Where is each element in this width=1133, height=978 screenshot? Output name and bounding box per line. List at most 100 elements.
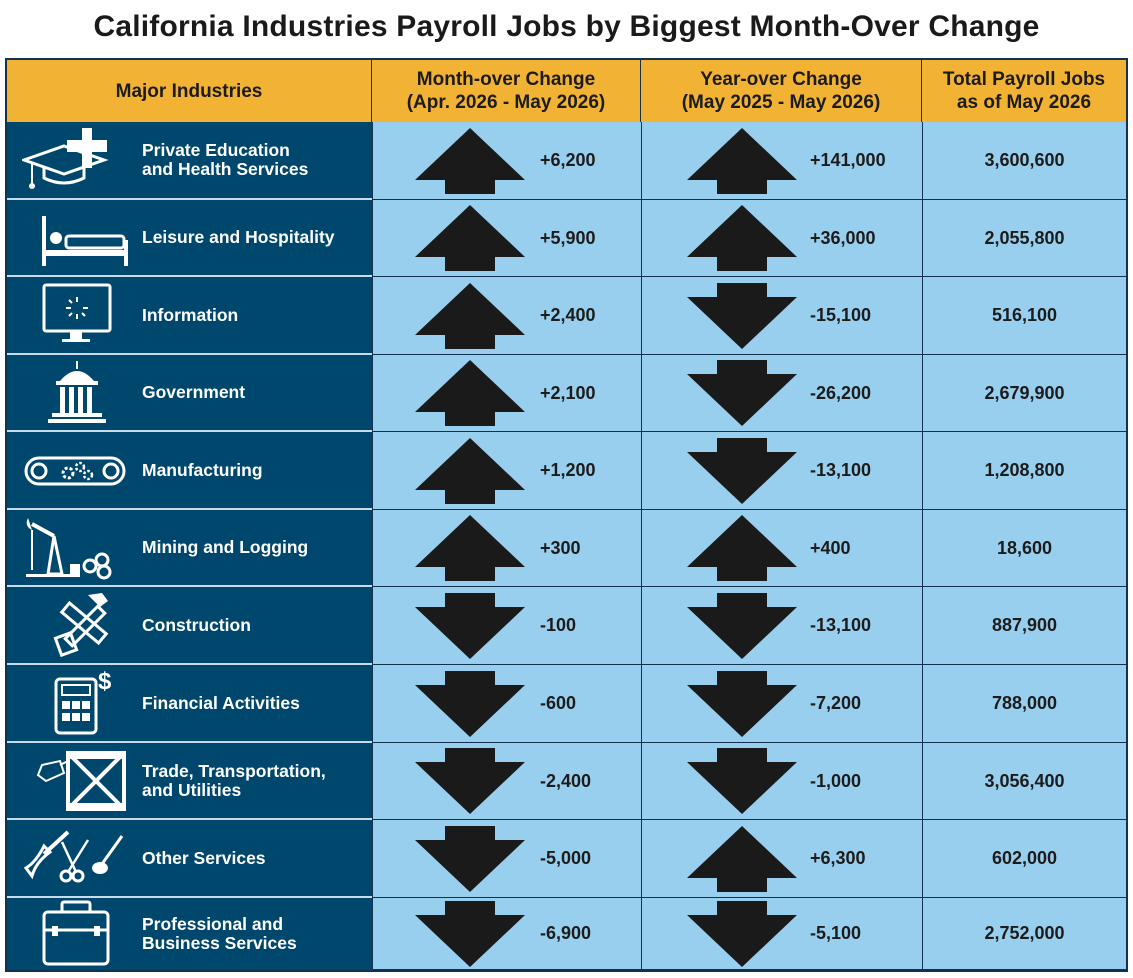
payroll-table: Major Industries Month-over Change (Apr.… bbox=[5, 58, 1128, 972]
industry-name-line1: Manufacturing bbox=[142, 459, 263, 480]
conveyor-gears-icon bbox=[22, 436, 128, 504]
capitol-icon bbox=[22, 359, 128, 427]
industry-label: Construction bbox=[142, 587, 367, 663]
year-over-change-value: -13,100 bbox=[810, 615, 872, 635]
industry-name-line2: and Health Services bbox=[142, 159, 309, 179]
month-over-change-cell: +5,900 bbox=[372, 200, 641, 277]
month-over-up-arrow-icon bbox=[415, 437, 525, 504]
education-health-icon bbox=[19, 126, 128, 194]
year-over-down-arrow-icon bbox=[687, 670, 797, 737]
hammer-saw-icon bbox=[22, 591, 128, 659]
year-over-down-arrow-icon bbox=[687, 900, 797, 967]
industry-label: Other Services bbox=[142, 820, 367, 896]
total-payroll-cell: 1,208,800 bbox=[922, 432, 1126, 510]
industry-label: Leisure and Hospitality bbox=[142, 200, 367, 275]
total-payroll-cell: 18,600 bbox=[922, 510, 1126, 587]
year-over-change-cell: -5,100 bbox=[641, 898, 922, 970]
month-over-change-value: +300 bbox=[540, 537, 581, 558]
crate-tag-icon bbox=[22, 747, 128, 815]
header-total-payroll-jobs: Total Payroll Jobs as of May 2026 bbox=[922, 60, 1126, 122]
industry-name-line1: Government bbox=[142, 382, 246, 402]
briefcase-icon bbox=[22, 900, 128, 968]
year-over-down-arrow-icon bbox=[687, 748, 797, 814]
year-over-change-cell: -13,100 bbox=[641, 587, 922, 665]
monitor-icon bbox=[22, 281, 128, 349]
table-row: Other Services -5,000 +6,300 602,000 bbox=[7, 820, 1126, 898]
industry-label: Information bbox=[142, 277, 367, 353]
month-over-change-value: -600 bbox=[540, 693, 577, 713]
month-over-change-cell: -100 bbox=[372, 587, 641, 665]
total-payroll-value: 3,600,600 bbox=[984, 150, 1065, 170]
header-col3-line2: (May 2025 - May 2026) bbox=[681, 92, 881, 113]
industry-cell: Professional and Business Services bbox=[7, 898, 372, 970]
total-payroll-cell: 2,752,000 bbox=[922, 898, 1126, 970]
header-year-over-change: Year-over Change (May 2025 - May 2026) bbox=[641, 60, 922, 122]
year-over-change-value: -13,100 bbox=[810, 460, 872, 480]
year-over-change-cell: -15,100 bbox=[641, 277, 922, 355]
table-row: Government +2,100 -26,200 2,679,900 bbox=[7, 355, 1126, 432]
month-over-down-arrow-icon bbox=[415, 670, 525, 737]
industry-cell: Government bbox=[7, 355, 372, 432]
total-payroll-cell: 2,055,800 bbox=[922, 200, 1126, 277]
header-col2-line1: Month-over Change bbox=[416, 69, 596, 90]
industry-cell: Manufacturing bbox=[7, 432, 372, 510]
header-col4-line2: as of May 2026 bbox=[956, 92, 1092, 113]
total-payroll-cell: 3,600,600 bbox=[922, 122, 1126, 200]
industry-name-line2: and Utilities bbox=[142, 779, 242, 800]
industry-name-line1: Mining and Logging bbox=[142, 537, 309, 557]
year-over-up-arrow-icon bbox=[687, 515, 797, 581]
header-major-industries: Major Industries bbox=[7, 60, 372, 122]
industry-name-line1: Professional and bbox=[142, 914, 284, 934]
table-row: Manufacturing +1,200 -13,100 1,208,800 bbox=[7, 432, 1126, 510]
year-over-up-arrow-icon bbox=[687, 825, 797, 892]
industry-label: Professional and Business Services bbox=[142, 898, 367, 970]
table-row: Leisure and Hospitality +5,900 +36,000 2… bbox=[7, 200, 1126, 277]
year-over-change-cell: -1,000 bbox=[641, 743, 922, 820]
year-over-up-arrow-icon bbox=[687, 205, 797, 271]
tools-scissors-icon bbox=[22, 824, 128, 892]
header-col4-line1: Total Payroll Jobs bbox=[942, 69, 1106, 90]
month-over-down-arrow-icon bbox=[415, 748, 525, 814]
total-payroll-value: 2,679,900 bbox=[984, 382, 1065, 403]
month-over-down-arrow-icon bbox=[415, 592, 525, 659]
month-over-down-arrow-icon bbox=[415, 825, 525, 892]
industry-label: Private Education and Health Services bbox=[142, 122, 367, 198]
year-over-change-cell: +6,300 bbox=[641, 820, 922, 898]
year-over-up-arrow-icon bbox=[687, 127, 797, 194]
header-col1: Major Industries bbox=[115, 80, 263, 102]
year-over-change-value: +6,300 bbox=[810, 848, 866, 868]
month-over-change-cell: -2,400 bbox=[372, 743, 641, 820]
table-row: Construction -100 -13,100 887,900 bbox=[7, 587, 1126, 665]
year-over-change-value: -26,200 bbox=[810, 382, 872, 403]
svg-text:$: $ bbox=[98, 669, 112, 695]
month-over-change-cell: +2,400 bbox=[372, 277, 641, 355]
year-over-down-arrow-icon bbox=[687, 282, 797, 349]
header-col2-line2: (Apr. 2026 - May 2026) bbox=[406, 92, 606, 113]
total-payroll-value: 788,000 bbox=[991, 693, 1058, 713]
industry-label: Financial Activities bbox=[142, 665, 367, 741]
month-over-change-cell: +1,200 bbox=[372, 432, 641, 510]
month-over-change-value: +5,900 bbox=[540, 227, 596, 248]
industry-label: Government bbox=[142, 355, 367, 430]
total-payroll-cell: 3,056,400 bbox=[922, 743, 1126, 820]
industry-name-line1: Private Education bbox=[142, 140, 290, 160]
month-over-change-value: +2,100 bbox=[540, 382, 596, 403]
industry-cell: Private Education and Health Services bbox=[7, 122, 372, 200]
bed-icon bbox=[22, 204, 128, 272]
table-row: $ Financial Activities -600 -7,200 788,0… bbox=[7, 665, 1126, 743]
year-over-change-value: -5,100 bbox=[810, 923, 862, 943]
chart-title: California Industries Payroll Jobs by Bi… bbox=[93, 10, 1040, 43]
table-row: Mining and Logging +300 +400 18,600 bbox=[7, 510, 1126, 587]
year-over-change-cell: +400 bbox=[641, 510, 922, 587]
industry-cell: Mining and Logging bbox=[7, 510, 372, 587]
industry-cell: $ Financial Activities bbox=[7, 665, 372, 743]
month-over-up-arrow-icon bbox=[415, 515, 525, 581]
industry-cell: Leisure and Hospitality bbox=[7, 200, 372, 277]
industry-cell: Other Services bbox=[7, 820, 372, 898]
month-over-change-value: -5,000 bbox=[540, 848, 592, 868]
total-payroll-value: 887,900 bbox=[991, 615, 1058, 635]
table-row: Professional and Business Services -6,90… bbox=[7, 898, 1126, 970]
pumpjack-logs-icon bbox=[22, 514, 128, 582]
industry-name-line2: Business Services bbox=[142, 933, 297, 953]
industry-name-line1: Financial Activities bbox=[142, 692, 300, 713]
